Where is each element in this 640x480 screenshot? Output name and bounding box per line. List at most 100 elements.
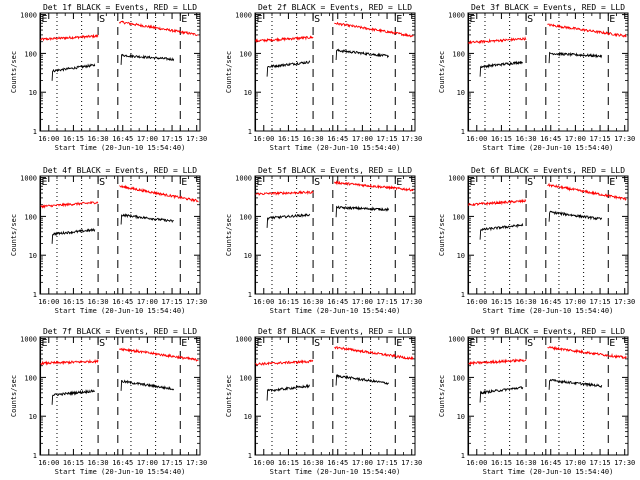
x-axis-label: Start Time (20-Jun-10 15:54:40) (483, 144, 614, 152)
lld-series-line (119, 20, 199, 37)
x-tick-label: 17:15 (590, 298, 611, 306)
events-series-line (266, 60, 311, 77)
events-series-line (120, 213, 174, 225)
x-tick-label: 17:00 (352, 298, 373, 306)
plot-frame (467, 12, 629, 132)
events-series-line (335, 48, 390, 61)
y-tick-label: 1000 (20, 175, 37, 183)
panel-title: Det 1f BLACK = Events, RED = LLD (43, 3, 197, 12)
marker-label: S (314, 338, 320, 349)
y-tick-label: 1 (461, 452, 465, 460)
lld-series-line (255, 359, 314, 367)
lld-series-line (255, 35, 314, 44)
x-tick-label: 17:00 (565, 298, 586, 306)
marker-label: E (42, 338, 48, 349)
marker-label: E (42, 14, 48, 25)
lld-series-line (547, 345, 627, 360)
marker-label: E (181, 338, 187, 349)
x-axis-label: Start Time (20-Jun-10 15:54:40) (55, 468, 186, 476)
events-series-line (479, 386, 524, 403)
x-tick-label: 16:45 (112, 459, 133, 467)
marker-label: E (470, 177, 476, 188)
events-series-line (51, 63, 96, 81)
x-tick-label: 16:15 (278, 135, 299, 143)
marker-label: E (609, 177, 615, 188)
panel-title: Det 2f BLACK = Events, RED = LLD (258, 3, 412, 12)
panel-det-2: Det 2f BLACK = Events, RED = LLD 1 10 100 10… (225, 3, 422, 152)
marker-label: E (181, 14, 187, 25)
y-tick-label: 10 (457, 252, 465, 260)
x-tick-label: 16:00 (253, 298, 274, 306)
y-axis-label: Counts/sec (438, 375, 446, 417)
x-tick-label: 16:45 (327, 459, 348, 467)
x-axis-label: Start Time (20-Jun-10 15:54:40) (270, 307, 401, 315)
panel-det-5: Det 5f BLACK = Events, RED = LLD 1 10 100 10… (225, 166, 422, 315)
x-tick-label: 17:15 (590, 135, 611, 143)
x-tick-label: 16:15 (63, 459, 84, 467)
x-tick-label: 16:45 (112, 135, 133, 143)
panel-det-7: Det 7f BLACK = Events, RED = LLD 1 10 100 10… (10, 327, 207, 476)
x-tick-label: 17:30 (186, 459, 207, 467)
x-tick-label: 16:00 (253, 135, 274, 143)
lld-series-line (468, 36, 527, 45)
lld-series-line (255, 190, 314, 196)
x-tick-label: 16:30 (303, 135, 324, 143)
y-tick-label: 10 (244, 89, 252, 97)
x-tick-label: 16:15 (278, 459, 299, 467)
events-series-line (479, 222, 524, 240)
x-axis-label: Start Time (20-Jun-10 15:54:40) (270, 144, 401, 152)
x-tick-label: 17:00 (352, 459, 373, 467)
y-tick-label: 1000 (448, 175, 465, 183)
events-series-line (335, 373, 390, 386)
x-tick-label: 17:00 (565, 135, 586, 143)
panel-det-4: Det 4f BLACK = Events, RED = LLD 1 10 100 10… (10, 166, 207, 315)
x-tick-label: 16:30 (88, 459, 109, 467)
y-tick-label: 1000 (448, 336, 465, 344)
y-tick-label: 100 (24, 213, 37, 221)
x-tick-label: 16:45 (540, 459, 561, 467)
lld-series-line (40, 200, 99, 209)
y-tick-label: 100 (452, 213, 465, 221)
x-tick-label: 17:30 (401, 459, 422, 467)
x-tick-label: 16:45 (327, 135, 348, 143)
y-axis-label: Counts/sec (438, 51, 446, 93)
marker-label: E (470, 338, 476, 349)
panel-title: Det 5f BLACK = Events, RED = LLD (258, 166, 412, 175)
panel-det-3: Det 3f BLACK = Events, RED = LLD 1 10 100 10… (438, 3, 635, 152)
plot-frame (467, 175, 629, 295)
x-axis-label: Start Time (20-Jun-10 15:54:40) (483, 468, 614, 476)
x-tick-label: 16:30 (88, 298, 109, 306)
events-series-line (120, 379, 175, 391)
x-tick-label: 16:00 (466, 135, 487, 143)
x-tick-label: 17:30 (186, 135, 207, 143)
lld-series-line (547, 23, 627, 38)
x-tick-label: 16:30 (516, 298, 537, 306)
panel-det-8: Det 8f BLACK = Events, RED = LLD 1 10 100 10… (225, 327, 422, 476)
x-tick-label: 16:45 (540, 135, 561, 143)
x-axis-label: Start Time (20-Jun-10 15:54:40) (55, 307, 186, 315)
x-tick-label: 16:15 (491, 298, 512, 306)
panel-det-6: Det 6f BLACK = Events, RED = LLD 1 10 100 10… (438, 166, 635, 315)
panel-title: Det 7f BLACK = Events, RED = LLD (43, 327, 197, 336)
x-tick-label: 17:30 (614, 298, 635, 306)
plot-frame (254, 175, 416, 295)
x-tick-label: 17:00 (137, 135, 158, 143)
y-axis-label: Counts/sec (10, 375, 18, 417)
marker-label: S (314, 177, 320, 188)
marker-label: S (314, 14, 320, 25)
lld-series-line (547, 182, 627, 201)
x-axis-label: Start Time (20-Jun-10 15:54:40) (483, 307, 614, 315)
marker-label: S (99, 14, 105, 25)
y-axis-label: Counts/sec (438, 214, 446, 256)
x-axis-label: Start Time (20-Jun-10 15:54:40) (270, 468, 401, 476)
y-tick-label: 1000 (20, 336, 37, 344)
y-tick-label: 1000 (235, 175, 252, 183)
marker-label: E (396, 14, 402, 25)
x-tick-label: 17:00 (352, 135, 373, 143)
y-tick-label: 1 (461, 128, 465, 136)
events-series-line (51, 227, 96, 244)
x-tick-label: 16:00 (466, 459, 487, 467)
panel-title: Det 8f BLACK = Events, RED = LLD (258, 327, 412, 336)
x-axis-label: Start Time (20-Jun-10 15:54:40) (55, 144, 186, 152)
